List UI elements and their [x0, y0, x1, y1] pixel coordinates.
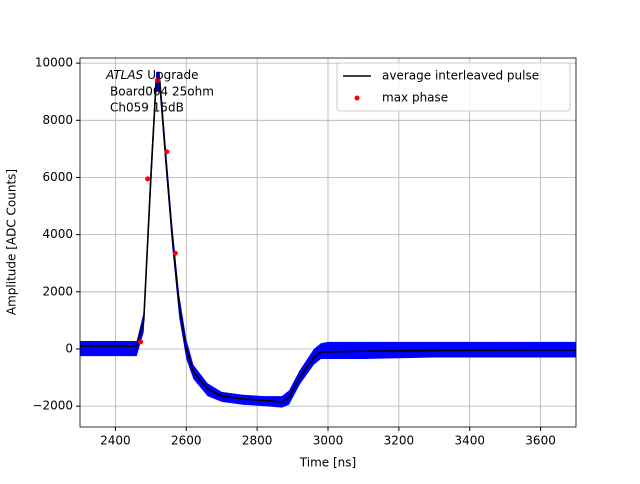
plot-frame	[79, 57, 577, 428]
y-tick-label: −2000	[32, 399, 73, 413]
legend-marker	[354, 95, 360, 101]
legend-label: max phase	[382, 91, 448, 105]
legend-label: average interleaved pulse	[382, 69, 539, 83]
x-tick-label: 2400	[100, 434, 131, 448]
x-tick-label: 3200	[384, 434, 415, 448]
max-phase-point	[138, 339, 144, 345]
x-tick-label: 2800	[242, 434, 273, 448]
y-tick-label: 4000	[42, 227, 73, 241]
y-tick-label: 6000	[42, 170, 73, 184]
annotation: Ch059 15dB	[110, 101, 184, 115]
legend-box	[336, 62, 571, 112]
annotation-italic: ATLAS	[105, 68, 144, 82]
max-phase-point	[164, 149, 170, 155]
y-tick-label: 8000	[42, 113, 73, 127]
y-tick-label: 2000	[42, 284, 73, 298]
x-axis-label: Time [ns]	[299, 456, 356, 470]
annotation: ATLAS Upgrade	[105, 68, 199, 82]
x-tick-label: 3400	[454, 434, 485, 448]
x-tick-label: 2600	[171, 434, 202, 448]
pulse-line	[80, 79, 576, 403]
y-tick-label: 10000	[35, 56, 73, 70]
annotation: Board004 25ohm	[110, 85, 214, 99]
x-tick-label: 3000	[313, 434, 344, 448]
max-phase-point	[155, 77, 161, 83]
max-phase-point	[172, 250, 178, 256]
y-tick-label: 0	[65, 341, 73, 355]
max-phase-point	[145, 176, 151, 182]
x-tick-label: 3600	[525, 434, 556, 448]
y-axis-label: Amplitude [ADC Counts]	[5, 169, 19, 315]
annotation-text: Upgrade	[147, 68, 198, 82]
